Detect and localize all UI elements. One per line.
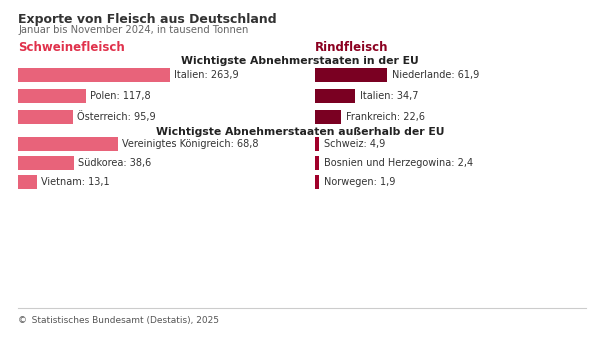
Text: Schweiz: 4,9: Schweiz: 4,9 <box>324 139 385 149</box>
Text: Vietnam: 13,1: Vietnam: 13,1 <box>41 177 110 187</box>
Text: Südkorea: 38,6: Südkorea: 38,6 <box>78 158 151 168</box>
Text: Italien: 263,9: Italien: 263,9 <box>174 70 239 80</box>
Bar <box>18 110 73 124</box>
Text: Österreich: 95,9: Österreich: 95,9 <box>77 112 156 122</box>
Bar <box>315 137 319 151</box>
Bar <box>315 68 387 82</box>
Bar <box>315 110 341 124</box>
Text: Bosnien und Herzegowina: 2,4: Bosnien und Herzegowina: 2,4 <box>324 158 473 168</box>
Text: Frankreich: 22,6: Frankreich: 22,6 <box>346 112 425 122</box>
Bar <box>18 89 86 103</box>
Bar <box>18 137 118 151</box>
Bar <box>18 175 37 189</box>
Bar <box>18 156 74 170</box>
Text: Rindfleisch: Rindfleisch <box>315 41 389 54</box>
Text: Norwegen: 1,9: Norwegen: 1,9 <box>324 177 395 187</box>
Text: Wichtigste Abnehmerstaaten in der EU: Wichtigste Abnehmerstaaten in der EU <box>181 56 419 66</box>
Bar <box>315 156 319 170</box>
Text: Niederlande: 61,9: Niederlande: 61,9 <box>392 70 479 80</box>
Text: Schweinefleisch: Schweinefleisch <box>18 41 125 54</box>
Text: Januar bis November 2024, in tausend Tonnen: Januar bis November 2024, in tausend Ton… <box>18 25 248 35</box>
Text: Exporte von Fleisch aus Deutschland: Exporte von Fleisch aus Deutschland <box>18 13 277 26</box>
Text: Wichtigste Abnehmerstaaten außerhalb der EU: Wichtigste Abnehmerstaaten außerhalb der… <box>156 127 444 137</box>
Bar <box>315 175 319 189</box>
Bar <box>18 68 170 82</box>
Text: ©  Statistisches Bundesamt (Destatis), 2025: © Statistisches Bundesamt (Destatis), 20… <box>18 316 219 325</box>
Text: Polen: 117,8: Polen: 117,8 <box>90 91 151 101</box>
Text: Italien: 34,7: Italien: 34,7 <box>361 91 419 101</box>
Text: Vereinigtes Königreich: 68,8: Vereinigtes Königreich: 68,8 <box>122 139 259 149</box>
Bar <box>315 89 355 103</box>
